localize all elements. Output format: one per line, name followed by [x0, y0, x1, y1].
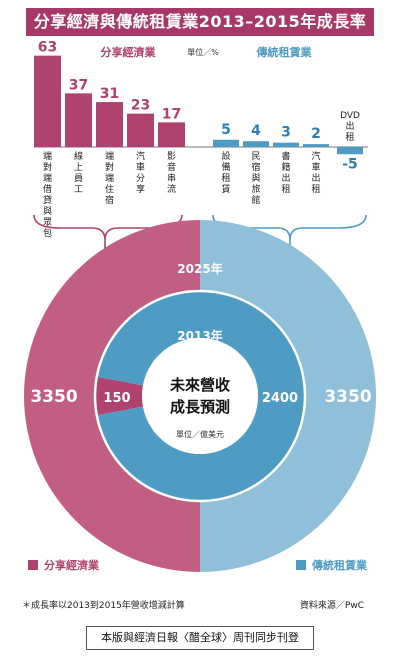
chart-title: 分享經濟與傳統租賃業2013–2015年成長率 [26, 8, 374, 36]
bar-category-label: 線 [74, 150, 83, 162]
donut-inner-sharing [95, 376, 143, 416]
donut-center-title: 成長預測 [170, 398, 230, 416]
bar-category-label: 出 [281, 172, 290, 184]
donut-inner-traditional [96, 291, 306, 501]
bar-value-label: -5 [342, 156, 358, 172]
bar-value-label: 5 [221, 122, 231, 138]
bar-sharing [127, 113, 154, 147]
donut-unit-label: 單位／億美元 [176, 429, 224, 439]
bar-category-label: 車 [136, 161, 145, 173]
donut-value-label: 3350 [324, 387, 371, 407]
bar-category-label: 對 [105, 161, 114, 173]
bar-category-label: 音 [167, 161, 176, 173]
bar-category-label: 出 [345, 120, 354, 132]
bar-category-label: 汽 [136, 150, 145, 162]
bar-sharing [158, 122, 185, 147]
bar-category-label: 租 [311, 184, 320, 195]
legend-label-traditional: 傳統租賃業 [311, 558, 368, 572]
bar-traditional [337, 147, 363, 155]
bar-category-label: 租 [221, 173, 230, 184]
donut-center [142, 338, 258, 454]
credit-note: 本版與經濟日報〈醋全球〉周刊同步刊登 [86, 626, 314, 650]
sharing-group-header: 分享經濟業 [101, 45, 157, 59]
legend-label-sharing: 分享經濟業 [44, 558, 100, 572]
bar-category-label: 設 [221, 150, 230, 162]
bar-category-label: 宿 [105, 194, 114, 206]
donut-value-label: 2400 [262, 391, 298, 406]
bar-category-label: 旅 [251, 183, 260, 195]
bar-value-label: 17 [162, 106, 181, 122]
bar-sharing [34, 55, 61, 147]
unit-label: 單位／% [187, 47, 219, 57]
bar-category-label: 民 [251, 151, 260, 162]
bar-category-label: 備 [221, 161, 230, 173]
bar-category-label: 宿 [251, 161, 260, 173]
legend-swatch-traditional [296, 560, 306, 570]
traditional-group-header: 傳統租賃業 [256, 45, 313, 59]
bar-category-label: 租 [345, 132, 354, 143]
bar-value-label: 23 [131, 98, 150, 114]
bar-traditional [303, 144, 329, 147]
donut-outer-traditional [200, 220, 376, 572]
bar-category-label: 借 [43, 183, 52, 195]
bar-category-label: 影 [167, 151, 176, 162]
bar-value-label: 4 [251, 123, 261, 139]
bar-sharing [65, 93, 92, 147]
bar-category-label: 端 [43, 150, 52, 162]
bar-category-label: 汽 [311, 150, 320, 162]
bar-category-label: 賃 [221, 183, 230, 195]
legend-swatch-sharing [28, 560, 38, 570]
bar-value-label: 31 [100, 86, 119, 102]
bar-category-label: 分 [136, 173, 145, 184]
bar-value-label: 2 [311, 126, 321, 142]
bar-traditional [213, 139, 239, 147]
bar-value-label: 37 [69, 77, 88, 93]
bar-category-label: 車 [311, 161, 320, 173]
bar-category-label: 住 [105, 183, 114, 195]
bar-category-label: 貸 [43, 194, 52, 206]
donut-outer-sharing [24, 220, 200, 572]
bar-category-label: 眾 [43, 217, 52, 228]
bar-category-label: 工 [74, 185, 83, 195]
bar-category-label: 上 [74, 162, 83, 173]
donut-value-label: 150 [103, 391, 130, 406]
ring-year-label: 2025年 [177, 261, 222, 276]
bar-category-label: 籍 [281, 161, 290, 173]
bar-value-label: 3 [281, 125, 291, 141]
bar-category-label: 對 [43, 161, 52, 173]
bar-sharing [96, 102, 123, 147]
bar-value-label: 63 [38, 40, 57, 56]
donut-center-title: 未來營收 [169, 376, 230, 394]
bar-category-label: 端 [105, 172, 114, 184]
bar-category-label: 流 [167, 183, 176, 195]
bar-category-label: 與 [43, 205, 52, 217]
bar-category-label: 享 [136, 183, 145, 195]
footnote: ＊成長率以2013到2015年營收增減計算 [22, 601, 185, 611]
bar-category-label: 員 [74, 173, 83, 184]
bar-category-label: 與 [251, 172, 260, 184]
bar-category-label: 出 [311, 172, 320, 184]
bar-category-label: 館 [251, 194, 260, 206]
chart-canvas: 分享經濟業 單位／% 傳統租賃業63端對端借貸與眾包37線上員工31端對端住宿23汽… [24, 40, 376, 572]
bar-category-label: 書 [281, 150, 290, 162]
ring-year-label: 2013年 [177, 328, 222, 343]
bar-category-label: 端 [105, 150, 114, 162]
donut-ring-separator [93, 289, 307, 503]
bar-category-label: DVD [340, 111, 360, 121]
bar-category-label: 租 [281, 184, 290, 195]
bar-traditional [273, 142, 299, 147]
bar-traditional [243, 141, 269, 147]
bar-category-label: 端 [43, 172, 52, 184]
bar-category-label: 串 [167, 173, 176, 184]
donut-value-label: 3350 [30, 387, 77, 407]
source-note: 資料來源／PwC [299, 601, 364, 611]
bar-category-label: 包 [43, 227, 52, 239]
